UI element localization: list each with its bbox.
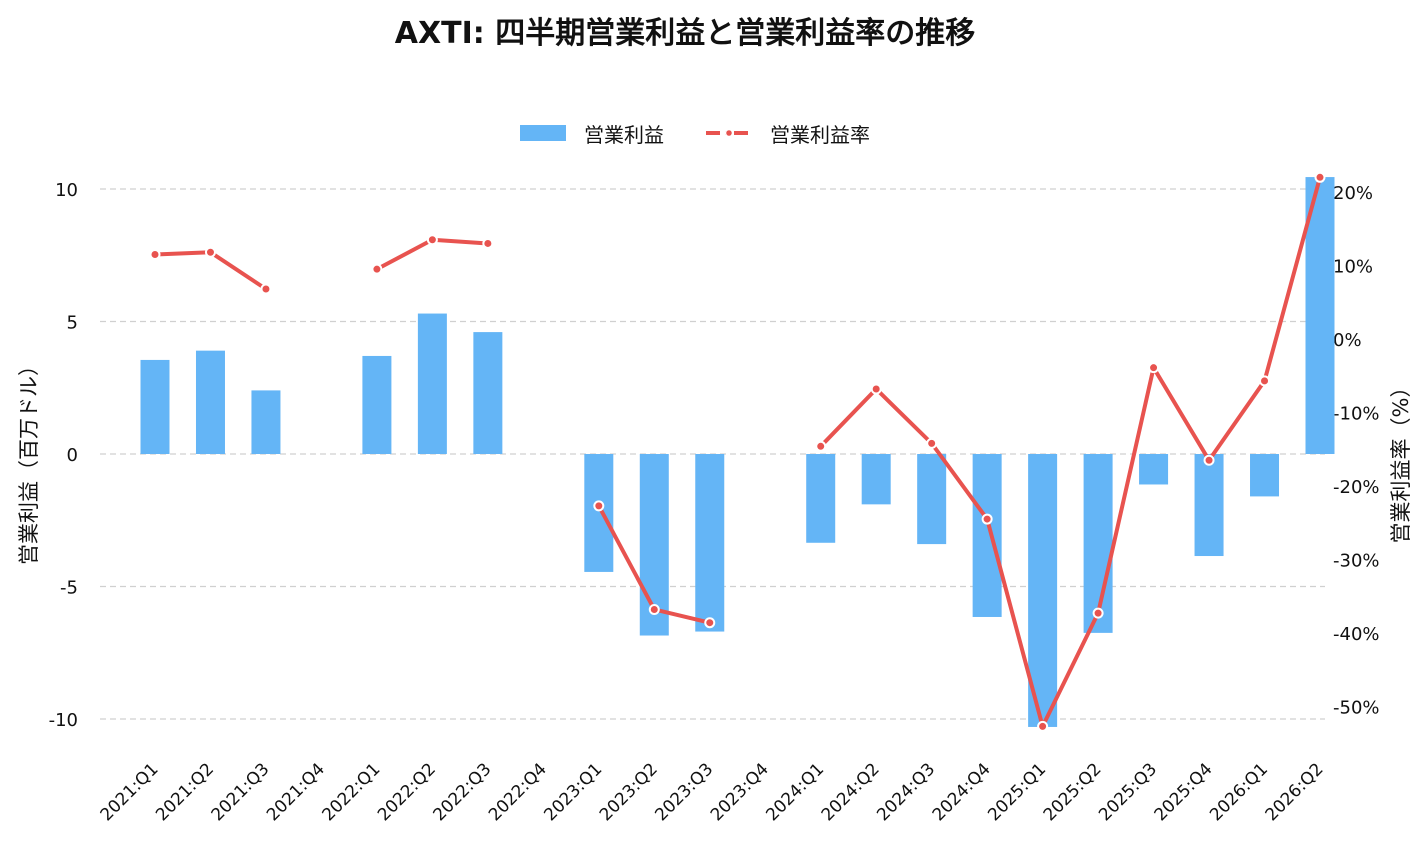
bar (195, 350, 225, 454)
legend: 営業利益 営業利益率 (520, 118, 912, 148)
x-tick-label: 2023:Q4 (707, 759, 773, 825)
x-tick-label: 2021:Q2 (152, 759, 218, 825)
bar (1028, 454, 1058, 727)
bar (417, 313, 447, 454)
x-tick-label: 2022:Q2 (374, 759, 440, 825)
y2-tick-label: 10% (1333, 257, 1373, 278)
margin-point (870, 383, 882, 395)
y2-tick-label: -30% (1333, 551, 1380, 572)
bar (584, 454, 614, 572)
margin-point (482, 237, 494, 249)
margin-point (1148, 362, 1160, 374)
bar (1083, 454, 1113, 633)
x-tick-label: 2023:Q1 (540, 759, 606, 825)
legend-bar-label: 営業利益 (584, 122, 664, 147)
y2-axis-label: 営業利益率（%） (1389, 377, 1413, 544)
margin-point (204, 246, 216, 258)
margin-line (154, 250, 268, 291)
y2-tick-label: -10% (1333, 404, 1380, 425)
bar (251, 390, 281, 454)
y-tick-label: -10 (49, 710, 78, 731)
x-tick-label: 2026:Q2 (1262, 759, 1328, 825)
y2-tick-label: -40% (1333, 624, 1380, 645)
margin-point (1203, 454, 1215, 466)
legend-bar-swatch (520, 125, 566, 141)
bar (861, 454, 891, 505)
x-tick-label: 2024:Q4 (929, 759, 995, 825)
x-tick-label: 2025:Q3 (1095, 759, 1161, 825)
x-tick-label: 2021:Q4 (263, 759, 329, 825)
y2-tick-label: 20% (1333, 183, 1373, 204)
legend-item-bar[interactable]: 営業利益 (520, 119, 664, 148)
bar (1250, 454, 1280, 497)
margin-point (593, 500, 605, 512)
chart-title: AXTI: 四半期営業利益と営業利益率の推移 (394, 16, 976, 51)
margin-point (1092, 607, 1104, 619)
bar (917, 454, 947, 545)
bar (473, 332, 503, 454)
legend-item-line[interactable]: 営業利益率 (706, 119, 870, 148)
x-tick-label: 2022:Q4 (485, 759, 551, 825)
x-tick-label: 2024:Q3 (873, 759, 939, 825)
margin-point (815, 440, 827, 452)
y-tick-label: 5 (67, 313, 78, 334)
y-tick-label: -5 (60, 578, 78, 599)
margin-point (926, 437, 938, 449)
x-tick-label: 2022:Q1 (319, 759, 385, 825)
x-tick-label: 2023:Q2 (596, 759, 662, 825)
y2-tick-label: -50% (1333, 698, 1380, 719)
y-tick-label: 10 (55, 180, 78, 201)
y2-tick-label: 0% (1333, 330, 1362, 351)
y-axis-label: 営業利益（百万ドル） (17, 355, 41, 565)
legend-line-swatch (706, 125, 752, 141)
margin-point (704, 617, 716, 629)
bar (362, 355, 392, 454)
bar (1194, 454, 1224, 557)
x-tick-label: 2024:Q1 (762, 759, 828, 825)
x-tick-label: 2021:Q1 (97, 759, 163, 825)
x-tick-label: 2024:Q2 (818, 759, 884, 825)
margin-point (1259, 375, 1271, 387)
bar (806, 454, 836, 543)
x-tick-label: 2025:Q4 (1151, 759, 1217, 825)
bar (140, 359, 170, 454)
x-tick-label: 2021:Q3 (208, 759, 274, 825)
x-tick-label: 2022:Q3 (429, 759, 495, 825)
bar (695, 454, 725, 632)
bar (972, 454, 1002, 617)
y-tick-label: 0 (67, 445, 78, 466)
x-tick-label: 2025:Q2 (1040, 759, 1106, 825)
margin-point (260, 283, 272, 295)
bar (1139, 454, 1169, 485)
x-tick-label: 2023:Q3 (651, 759, 717, 825)
margin-point (1314, 171, 1326, 183)
y2-tick-label: -20% (1333, 477, 1380, 498)
margin-line (819, 176, 1322, 729)
margin-point (149, 248, 161, 260)
x-tick-label: 2025:Q1 (984, 759, 1050, 825)
bar (1305, 177, 1335, 454)
margin-point (648, 603, 660, 615)
margin-point (371, 263, 383, 275)
margin-point (426, 234, 438, 246)
margin-point (981, 513, 993, 525)
legend-line-label: 営業利益率 (770, 122, 870, 147)
margin-point (1037, 720, 1049, 732)
x-tick-label: 2026:Q1 (1206, 759, 1272, 825)
